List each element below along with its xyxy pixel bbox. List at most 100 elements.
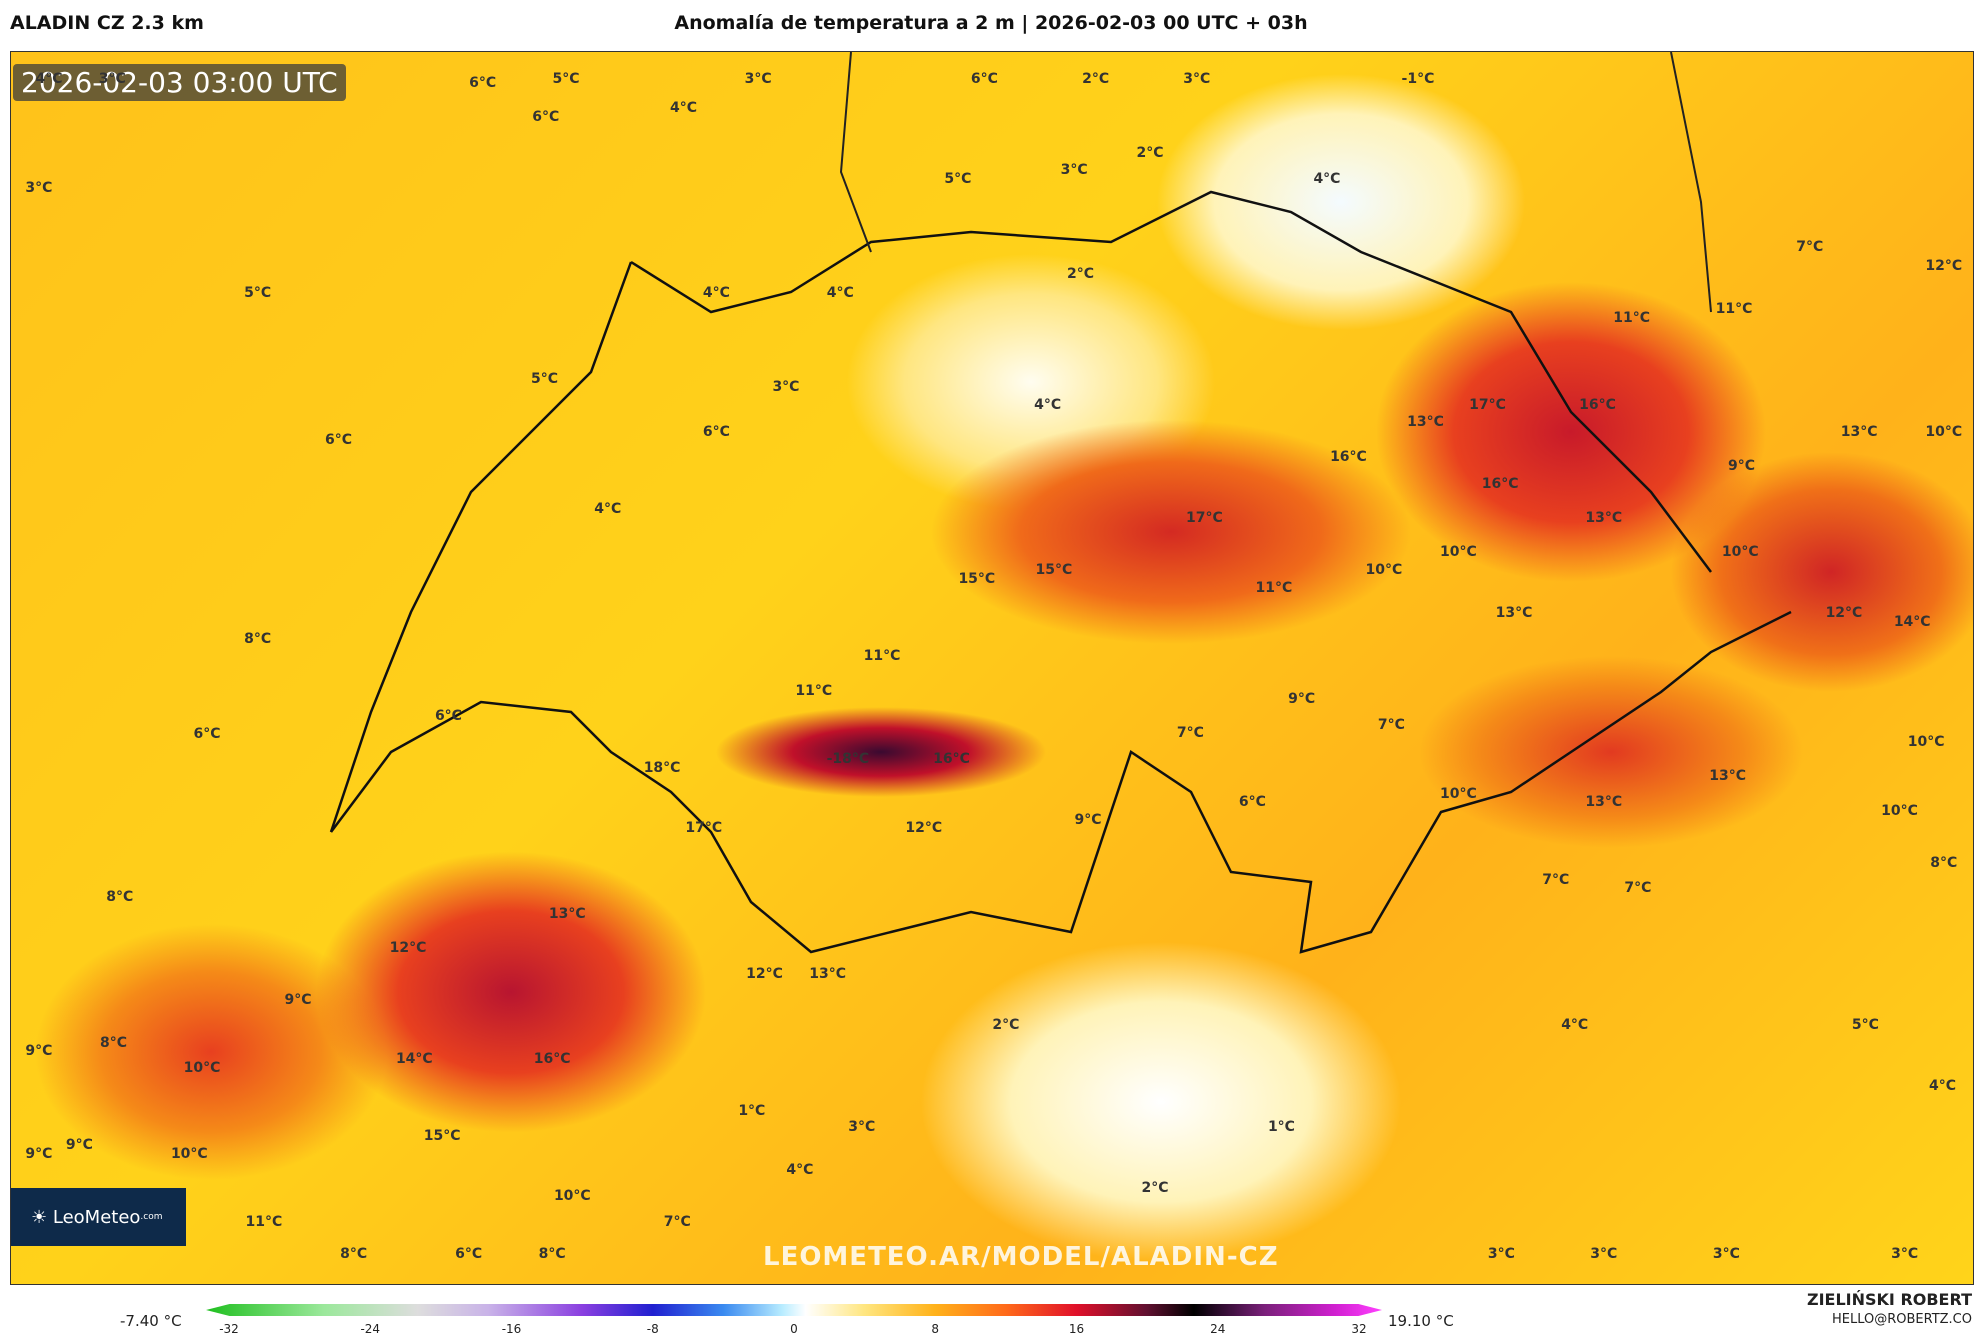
colorbar-tick: -8 — [646, 1322, 659, 1336]
temperature-label: 11°C — [1613, 310, 1650, 327]
logo: ☀ LeoMeteo .com — [11, 1188, 186, 1246]
temperature-label: 12°C — [389, 939, 427, 956]
temperature-label: 4°C — [1034, 397, 1062, 414]
temperature-label: 10°C — [1440, 544, 1477, 561]
temperature-label: 16°C — [933, 751, 970, 768]
temperature-label: 3°C — [98, 71, 126, 88]
temperature-label: 11°C — [863, 647, 901, 664]
temperature-label: 12°C — [1825, 604, 1863, 621]
temperature-label: 3°C — [1590, 1245, 1618, 1262]
colorbar-tick: -24 — [360, 1322, 381, 1336]
temperature-label: 10°C — [1721, 544, 1759, 561]
author: ZIELIŃSKI ROBERT — [1806, 1290, 1972, 1309]
temperature-label: 6°C — [193, 726, 221, 743]
email: HELLO@ROBERTZ.CO — [1831, 1312, 1972, 1327]
colorbar — [206, 1304, 1382, 1316]
temperature-label: 3°C — [744, 71, 772, 88]
temperature-label: 2°C — [1141, 1179, 1169, 1196]
temperature-label: 17°C — [1185, 509, 1223, 526]
temperature-label: 7°C — [1377, 717, 1405, 734]
temperature-label: -18°C — [826, 751, 870, 768]
temperature-label: 11°C — [1715, 301, 1753, 318]
temperature-label: 9°C — [1728, 458, 1756, 475]
temperature-label: 4°C — [826, 284, 854, 301]
temperature-label: 8°C — [1930, 855, 1958, 872]
temperature-label: 13°C — [1709, 767, 1747, 784]
temperature-label: 7°C — [1796, 239, 1824, 256]
temperature-label: 4°C — [702, 284, 730, 301]
watermark: LEOMETEO.AR/MODEL/ALADIN-CZ — [763, 1242, 1279, 1272]
colorbar-tick: 32 — [1351, 1322, 1367, 1336]
temperature-label: 12°C — [746, 966, 783, 983]
colorbar-tick: -16 — [501, 1322, 522, 1336]
colorbar-tick: -32 — [219, 1322, 239, 1336]
colorbar-tick: 8 — [931, 1322, 940, 1336]
temperature-label: 10°C — [183, 1059, 221, 1076]
temperature-label: 9°C — [25, 1145, 53, 1162]
temperature-label: 4°C — [35, 71, 63, 88]
temperature-label: 3°C — [848, 1119, 876, 1136]
legend-min: -7.40 °C — [120, 1312, 182, 1330]
temperature-label: 3°C — [1712, 1245, 1740, 1262]
temperature-label: 4°C — [1561, 1016, 1589, 1033]
temperature-label: 7°C — [1624, 880, 1652, 897]
temperature-label: 5°C — [944, 171, 972, 188]
temperature-label: 17°C — [1469, 397, 1506, 414]
temperature-label: 2°C — [1136, 144, 1164, 161]
temperature-label: 4°C — [1929, 1077, 1957, 1094]
temperature-label: 7°C — [1176, 724, 1204, 741]
timestamp: 2026-02-03 03:00 UTC — [13, 64, 346, 101]
temperature-label: 3°C — [772, 378, 800, 395]
temperature-label: 6°C — [455, 1245, 483, 1262]
temperature-label: -1°C — [1401, 71, 1435, 88]
temperature-label: 18°C — [643, 760, 681, 777]
temperature-label: 9°C — [284, 991, 312, 1008]
temperature-label: 9°C — [65, 1136, 93, 1153]
temperature-label: 3°C — [25, 180, 53, 197]
temperature-label: 13°C — [1495, 604, 1533, 621]
temperature-label: 6°C — [434, 708, 462, 725]
temperature-label: 9°C — [25, 1043, 53, 1060]
temperature-label: 4°C — [594, 501, 622, 518]
temperature-label: 3°C — [1487, 1245, 1515, 1262]
temperature-label: 3°C — [1060, 162, 1088, 179]
temperature-label: 6°C — [469, 75, 497, 92]
model-name: ALADIN CZ 2.3 km — [10, 12, 204, 34]
temperature-label: 8°C — [106, 889, 134, 906]
temperature-label: 8°C — [340, 1245, 368, 1262]
temperature-label: 2°C — [1082, 71, 1110, 88]
logo-suffix: .com — [140, 1212, 163, 1222]
temperature-label: 3°C — [1891, 1245, 1919, 1262]
temperature-label: 5°C — [552, 71, 580, 88]
temperature-label: 9°C — [1074, 812, 1102, 829]
temperature-label: 14°C — [395, 1050, 433, 1067]
temperature-label: 10°C — [1365, 561, 1403, 578]
temperature-label: 8°C — [244, 631, 272, 648]
temperature-label: 9°C — [1288, 690, 1316, 707]
temperature-label: 17°C — [685, 819, 723, 836]
temperature-label: 10°C — [553, 1187, 591, 1204]
title: Anomalía de temperatura a 2 m | 2026-02-… — [674, 12, 1308, 34]
colorbar-tick: 24 — [1210, 1322, 1226, 1336]
temperature-label: 13°C — [1585, 509, 1623, 526]
logo-text: LeoMeteo — [52, 1206, 141, 1228]
temperature-label: 4°C — [670, 100, 698, 117]
temperature-label: 1°C — [1267, 1119, 1295, 1136]
temperature-label: 15°C — [1035, 561, 1073, 578]
temperature-label: 11°C — [1255, 579, 1293, 596]
temperature-label: 3°C — [1183, 71, 1211, 88]
temperature-label: 6°C — [970, 71, 998, 88]
temperature-label: 7°C — [663, 1214, 691, 1231]
temperature-label: 8°C — [538, 1245, 566, 1262]
temperature-label: 11°C — [245, 1214, 283, 1231]
temperature-label: 1°C — [738, 1102, 766, 1119]
temperature-label: 13°C — [809, 966, 847, 983]
temperature-label: 10°C — [1925, 424, 1963, 441]
temperature-label: 16°C — [1330, 449, 1367, 466]
temperature-label: 8°C — [99, 1034, 127, 1051]
temperature-label: 13°C — [1407, 413, 1444, 430]
colorbar-tick: 0 — [790, 1322, 798, 1336]
temperature-label: 5°C — [1851, 1016, 1879, 1033]
temperature-label: 5°C — [244, 284, 272, 301]
